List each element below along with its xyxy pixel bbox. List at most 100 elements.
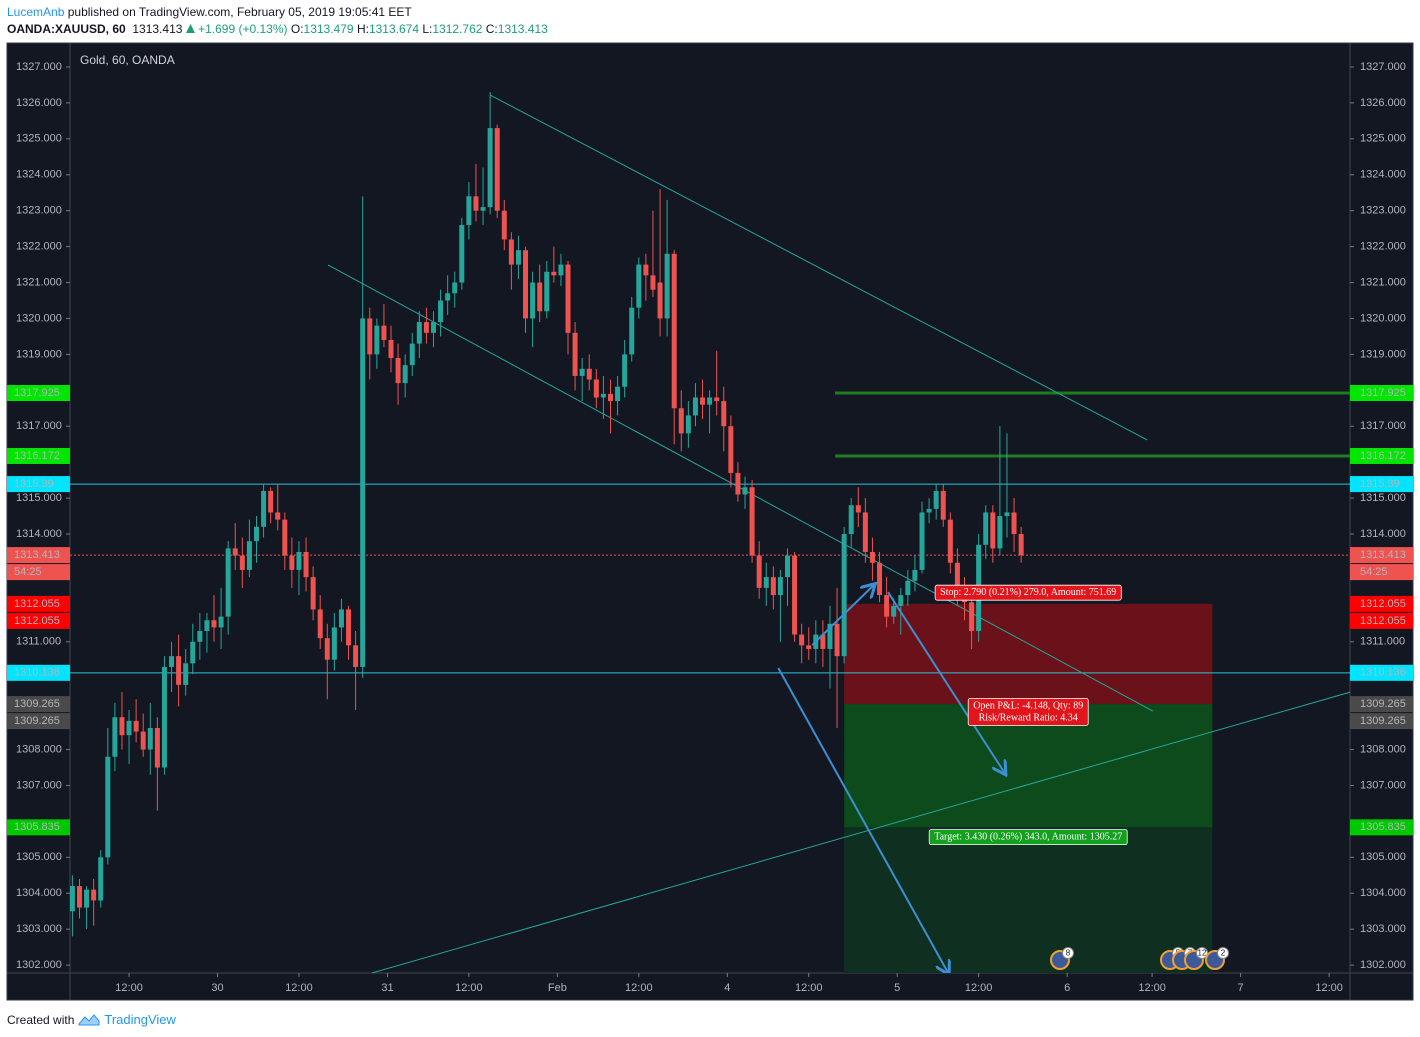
candle-body	[445, 293, 451, 301]
field-value: 1313.479	[303, 22, 354, 36]
candle-body	[544, 271, 550, 312]
trend-line	[371, 691, 1350, 973]
candle-body	[891, 605, 897, 617]
candle-body	[317, 609, 323, 639]
price-label: 1312.055	[14, 615, 60, 627]
legend-title: Gold, 60, OANDA	[80, 53, 175, 67]
candle-body	[579, 368, 585, 376]
candle-body	[147, 727, 153, 750]
x-tick-label: 12:00	[1138, 982, 1166, 994]
candle-body	[565, 264, 571, 333]
event-count: 2	[1221, 949, 1226, 958]
x-tick-label: 30	[211, 982, 223, 994]
field-label: O:	[290, 22, 304, 36]
y-tick-label: 1308.000	[1360, 743, 1406, 755]
candle-body	[501, 210, 507, 240]
x-tick-label: 12:00	[965, 982, 993, 994]
up-triangle	[185, 24, 195, 33]
price-label: 1316.172	[14, 450, 60, 462]
y-tick-label: 1311.000	[16, 636, 61, 648]
candle-body	[402, 365, 408, 384]
candle-body	[607, 393, 613, 402]
price-label-box	[7, 595, 70, 612]
y-tick-label: 1322.000	[16, 241, 62, 253]
candle-body	[551, 271, 557, 276]
candle-body	[225, 548, 231, 617]
candle-body	[537, 282, 543, 312]
y-tick-label: 1320.000	[16, 312, 62, 324]
y-tick-label: 1317.000	[16, 420, 62, 432]
candle-body	[586, 368, 592, 380]
candle-body	[367, 318, 373, 355]
candle-body	[282, 519, 288, 556]
price-label: 1312.055	[1360, 598, 1406, 610]
price-label: 1316.172	[1360, 450, 1406, 462]
candle-body	[622, 354, 628, 387]
quote-line: OANDA:XAUUSD, 60 1313.413 +1.699 (+0.13%…	[7, 22, 548, 36]
price-label-box	[7, 564, 70, 581]
y-tick-label: 1315.000	[16, 492, 62, 504]
candle-body	[508, 239, 514, 265]
candle-body	[232, 548, 238, 556]
candle-body	[239, 555, 245, 570]
candle-body	[105, 756, 111, 858]
price-label-box	[1350, 612, 1413, 629]
candle-body	[905, 580, 911, 596]
candle-body	[154, 727, 160, 768]
candle-body	[820, 634, 826, 649]
candle-body	[763, 577, 769, 588]
candle-body	[487, 128, 493, 208]
candle-body	[806, 645, 812, 649]
price-label: 1309.265	[1360, 715, 1406, 727]
candle-body	[246, 541, 252, 570]
candle-body	[770, 577, 776, 596]
candle-body	[515, 250, 521, 265]
field-value: 1313.413	[497, 22, 548, 36]
price-label: 1312.055	[1360, 615, 1406, 627]
price-label-box	[1350, 595, 1413, 612]
candle-body	[324, 638, 330, 660]
candle-body	[70, 886, 75, 912]
price-label-box	[1350, 447, 1413, 464]
y-tick-label: 1303.000	[16, 923, 62, 935]
candle-body	[912, 569, 918, 581]
x-tick-label: 12:00	[455, 982, 483, 994]
candle-body	[664, 253, 670, 319]
event-count: 8	[1066, 949, 1071, 958]
candle-body	[969, 602, 975, 632]
candle-body	[714, 397, 720, 402]
candle-body	[940, 490, 946, 520]
price-label-box	[7, 664, 70, 681]
plot-area	[70, 92, 1350, 973]
user-name[interactable]: LucemAnb	[7, 5, 65, 19]
candle-body	[161, 666, 167, 768]
price-label: 54:25	[1360, 566, 1388, 578]
candle-body	[997, 516, 1003, 549]
y-tick-label: 1326.000	[16, 97, 62, 109]
candle-body	[884, 595, 890, 617]
candle-body	[253, 526, 259, 542]
candle-body	[834, 623, 840, 657]
candle-body	[268, 490, 274, 513]
position-label-box	[934, 584, 1122, 601]
candle-body	[919, 512, 925, 570]
y-tick-label: 1324.000	[16, 169, 62, 181]
field-label: H:	[356, 22, 369, 36]
price-label-box	[7, 819, 70, 836]
footer: Created with TradingView	[7, 1012, 176, 1027]
price-label-box	[1350, 385, 1413, 402]
candle-body	[855, 505, 861, 513]
brand[interactable]: TradingView	[104, 1012, 176, 1027]
candle-body	[275, 512, 281, 520]
candle-body	[749, 487, 755, 556]
candle-body	[289, 555, 295, 570]
candle-body	[381, 325, 387, 341]
candle-body	[685, 415, 691, 434]
position-label: Risk/Reward Ratio: 4.34	[979, 712, 1078, 723]
candle-body	[784, 555, 790, 578]
y-tick-label: 1319.000	[16, 348, 62, 360]
field-value: 1313.674	[368, 22, 419, 36]
candle-body	[374, 325, 380, 355]
candle-body	[261, 490, 267, 527]
